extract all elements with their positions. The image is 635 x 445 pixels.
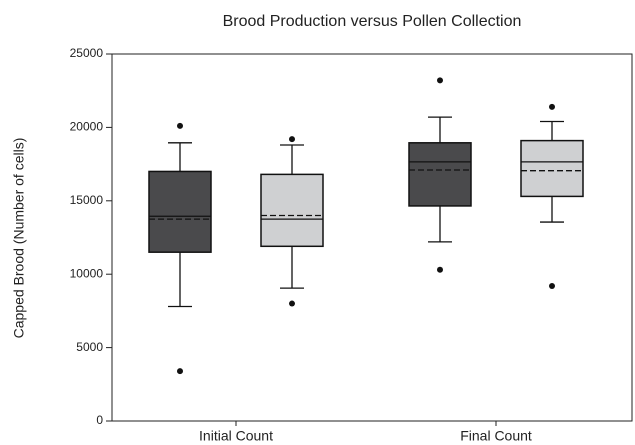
y-tick-label: 5000 [76, 340, 103, 354]
y-tick-label: 20000 [70, 120, 104, 134]
box [408, 142, 472, 207]
outlier [437, 77, 443, 84]
outlier [289, 136, 295, 143]
box [148, 170, 212, 253]
x-tick-label: Initial Count [199, 428, 273, 444]
outlier [549, 282, 555, 289]
outlier [289, 300, 295, 307]
outlier [177, 122, 183, 129]
chart-title: Brood Production versus Pollen Collectio… [223, 13, 522, 30]
y-tick-label: 10000 [70, 266, 104, 280]
y-tick-label: 0 [96, 413, 103, 427]
box [520, 139, 584, 198]
y-axis-label: Capped Brood (Number of cells) [11, 138, 27, 339]
outlier [177, 368, 183, 375]
box [260, 173, 324, 248]
outlier [549, 103, 555, 110]
y-tick-label: 25000 [70, 46, 104, 60]
x-tick-label: Final Count [460, 428, 532, 444]
outlier [437, 266, 443, 273]
plot-frame [111, 53, 633, 422]
y-tick-label: 15000 [70, 193, 104, 207]
